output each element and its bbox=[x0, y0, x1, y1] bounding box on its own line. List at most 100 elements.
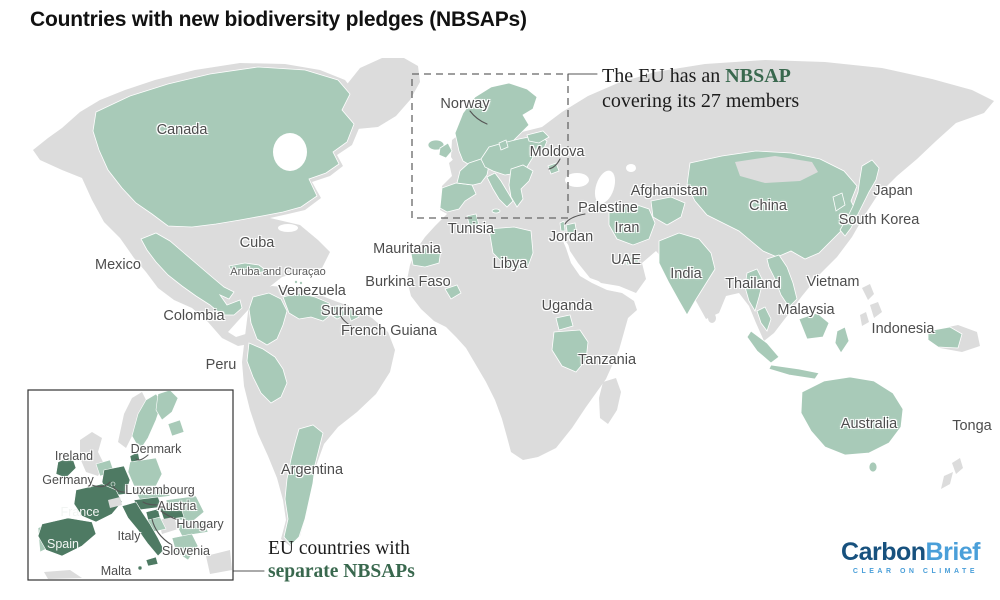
french-guiana-shape bbox=[346, 307, 360, 322]
baltics-shape bbox=[526, 130, 550, 144]
inset-hungary bbox=[159, 504, 185, 521]
inset-caption: EU countries with separate NBSAPs bbox=[268, 537, 415, 583]
inset-caption-line2: separate NBSAPs bbox=[268, 561, 415, 582]
malaysia-shape bbox=[756, 306, 772, 332]
burkina-faso-shape bbox=[444, 284, 462, 300]
annotation-highlight: NBSAP bbox=[725, 65, 791, 87]
inset-luxembourg bbox=[110, 481, 116, 487]
eu-dashed-box bbox=[411, 73, 569, 219]
carbonbrief-logo: CarbonBrief CLEAR ON CLIMATE bbox=[830, 539, 980, 575]
madagascar bbox=[599, 378, 621, 424]
hungary-pointer bbox=[160, 510, 179, 521]
ireland-shape bbox=[438, 142, 453, 159]
java-shape bbox=[768, 364, 820, 380]
great-lakes bbox=[278, 224, 298, 232]
denmark-pointer bbox=[135, 454, 149, 461]
palestine-pointer bbox=[564, 213, 586, 225]
inset-ireland bbox=[55, 455, 77, 479]
greenland bbox=[332, 58, 420, 129]
annotation-prefix: The EU has an bbox=[602, 65, 726, 87]
inset-malta bbox=[137, 565, 143, 571]
curacao-shape bbox=[298, 280, 303, 285]
aral-sea bbox=[626, 164, 636, 172]
black-sea bbox=[565, 173, 589, 187]
canada-shape bbox=[92, 66, 355, 228]
logo-carbon: Carbon bbox=[841, 538, 926, 566]
french-guiana-pointer bbox=[339, 313, 352, 327]
logo-tagline: CLEAR ON CLIMATE bbox=[852, 568, 978, 575]
iran-shape bbox=[608, 202, 656, 246]
inset-norway bbox=[118, 392, 146, 448]
palestine-shape bbox=[559, 220, 566, 232]
inset-bulgaria bbox=[175, 519, 209, 537]
caspian-sea bbox=[594, 170, 616, 204]
iberia-shape bbox=[439, 182, 477, 213]
europe-inset bbox=[27, 389, 234, 581]
inset-pointers bbox=[91, 454, 179, 546]
inset-greece bbox=[171, 533, 199, 561]
sumatra-shape bbox=[746, 330, 780, 364]
inset-italy bbox=[121, 501, 165, 557]
arabia bbox=[567, 231, 637, 283]
argentina-shape bbox=[283, 424, 324, 546]
china-shape bbox=[686, 150, 858, 260]
peru-shape bbox=[246, 342, 288, 404]
inset-france bbox=[73, 483, 123, 523]
inset-slovenia bbox=[145, 508, 161, 521]
vietnam-shape bbox=[766, 254, 798, 308]
page-title: Countries with new biodiversity pledges … bbox=[30, 8, 527, 31]
inset-morocco bbox=[44, 570, 82, 579]
moldova-shape bbox=[547, 162, 560, 175]
inset-switzerland bbox=[108, 497, 122, 508]
sri-lanka bbox=[708, 313, 716, 323]
inset-turkey bbox=[206, 550, 232, 574]
libya-shape bbox=[488, 226, 534, 270]
cuba-shape bbox=[228, 262, 268, 274]
moldova-pointer bbox=[548, 158, 561, 170]
south-korea-shape bbox=[832, 192, 846, 212]
luxembourg-pointer bbox=[112, 485, 129, 493]
norway-pointer bbox=[469, 110, 488, 125]
hudson-bay bbox=[273, 133, 307, 171]
mongolia bbox=[735, 156, 818, 183]
logo-wordmark: CarbonBrief bbox=[830, 539, 980, 565]
venezuela-shape bbox=[282, 292, 334, 322]
logo-brief: Brief bbox=[925, 538, 981, 566]
pledge-countries bbox=[92, 66, 963, 546]
germany-pointer bbox=[91, 481, 111, 488]
sicily-shape bbox=[491, 208, 501, 214]
india-shape bbox=[658, 232, 716, 316]
borneo-shape bbox=[798, 312, 830, 340]
south-america bbox=[242, 286, 395, 546]
suriname-pointer bbox=[322, 307, 336, 312]
afghanistan-shape bbox=[650, 196, 686, 226]
tasmania-shape bbox=[868, 461, 878, 473]
australia-shape bbox=[800, 376, 904, 456]
balkans-shape bbox=[508, 164, 534, 208]
new-zealand bbox=[941, 458, 963, 489]
inset-czech-slovakia bbox=[133, 485, 171, 501]
slovenia-pointer bbox=[151, 518, 173, 546]
eu-annotation-line1: The EU has an NBSAP bbox=[602, 64, 799, 89]
eu-annotation-line2: covering its 27 members bbox=[602, 90, 800, 112]
austria-pointer bbox=[142, 501, 159, 506]
uae-shape bbox=[624, 255, 640, 266]
inset-spain bbox=[37, 517, 97, 557]
mexico-shape bbox=[140, 232, 243, 316]
thailand-shape bbox=[744, 268, 764, 312]
west-papua-shape bbox=[927, 326, 963, 349]
inset-baltics bbox=[167, 419, 185, 437]
jordan-shape bbox=[565, 222, 578, 238]
iceland-shape bbox=[427, 139, 445, 151]
leader-lines bbox=[232, 73, 598, 572]
aruba-shape bbox=[293, 279, 298, 284]
tanzania-shape bbox=[551, 329, 589, 373]
inset-sicily bbox=[145, 556, 159, 567]
inset-caption-line1: EU countries with bbox=[268, 538, 410, 559]
colombia-shape bbox=[248, 292, 288, 346]
inset-finland bbox=[155, 391, 179, 421]
inset-poland bbox=[127, 457, 163, 487]
uganda-shape bbox=[555, 314, 574, 331]
